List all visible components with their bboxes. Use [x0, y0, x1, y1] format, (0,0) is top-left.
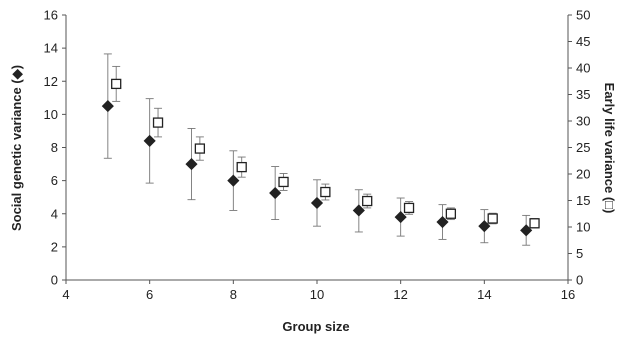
y-tick-label-right: 0: [576, 273, 583, 288]
data-point-square: [278, 176, 289, 188]
y-tick-label-left: 16: [44, 8, 58, 23]
y-tick-label-right: 40: [576, 61, 590, 76]
x-tick-label: 14: [477, 287, 491, 302]
y-tick-label-left: 4: [51, 206, 58, 221]
x-tick-label: 4: [62, 287, 69, 302]
y-tick-label-right: 35: [576, 87, 590, 102]
data-point-square: [529, 218, 540, 229]
data-point-square: [362, 195, 373, 207]
data-point-square: [111, 78, 122, 90]
y-tick-label-left: 14: [44, 41, 58, 56]
y-tick-label-left: 10: [44, 107, 58, 122]
y-tick-label-left: 12: [44, 74, 58, 89]
data-point-diamond: [227, 174, 240, 187]
data-point-diamond: [185, 157, 198, 171]
y-tick-label-right: 20: [576, 167, 590, 182]
data-point-diamond: [269, 186, 282, 200]
data-point-square: [445, 208, 457, 219]
y-tick-label-right: 15: [576, 193, 590, 208]
y-tick-label-right: 45: [576, 34, 590, 49]
data-point-diamond: [352, 204, 365, 217]
data-point-diamond: [436, 215, 449, 229]
y-tick-label-left: 2: [51, 239, 58, 254]
y-tick-label-right: 5: [576, 246, 583, 261]
x-tick-label: 6: [146, 287, 153, 302]
y-tick-label-left: 8: [51, 140, 58, 155]
series-2: [111, 65, 540, 229]
axes: 4 6 8 10 12 14 1602468101214160510152025303540…: [44, 8, 591, 303]
y-axis-title-left: Social genetic variance (◆): [9, 65, 24, 231]
x-tick-label: 12: [393, 287, 407, 302]
x-tick-label: 8: [230, 287, 237, 302]
x-axis-title: Group size: [282, 319, 349, 334]
data-point-diamond: [394, 210, 407, 224]
data-point-square: [403, 202, 415, 214]
y-tick-label-right: 25: [576, 140, 590, 155]
y-tick-label-right: 30: [576, 114, 590, 129]
y-tick-label-right: 10: [576, 220, 590, 235]
data-point-square: [320, 186, 331, 198]
data-point-square: [236, 161, 247, 173]
y-axis-title-right: Early life variance (□): [602, 83, 617, 214]
data-point-square: [152, 117, 164, 128]
data-point-diamond: [478, 220, 491, 233]
series-layer: [101, 53, 540, 246]
data-point-square: [194, 143, 206, 154]
data-point-diamond: [310, 196, 324, 210]
data-point-diamond: [101, 100, 114, 113]
x-tick-label: 16: [561, 287, 575, 302]
y-tick-label-left: 0: [51, 273, 58, 288]
data-point-diamond: [143, 134, 156, 147]
data-point-diamond: [520, 224, 533, 237]
series-1: [101, 53, 533, 246]
y-tick-label-right: 50: [576, 8, 590, 23]
y-tick-label-left: 6: [51, 173, 58, 188]
x-tick-label: 10: [310, 287, 324, 302]
data-point-square: [487, 213, 498, 224]
